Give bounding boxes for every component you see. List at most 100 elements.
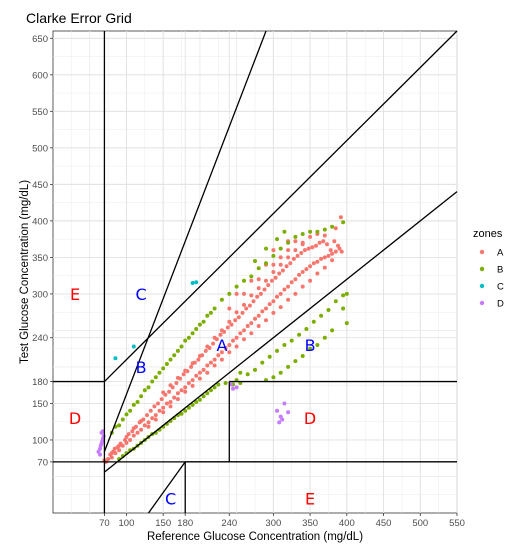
data-point-A <box>269 278 274 283</box>
data-point-A <box>161 410 166 415</box>
data-point-A <box>234 310 239 315</box>
data-point-A <box>286 255 291 260</box>
data-point-A <box>262 287 267 292</box>
zone-label-A: A <box>216 336 227 355</box>
data-point-A <box>219 357 224 362</box>
data-point-A <box>330 251 335 256</box>
data-point-A <box>300 240 305 245</box>
data-point-A <box>159 397 164 402</box>
data-point-A <box>205 344 210 349</box>
data-point-A <box>297 272 302 277</box>
data-point-A <box>223 346 228 350</box>
legend-label-B: B <box>497 265 503 276</box>
data-point-A <box>157 408 162 413</box>
data-point-A <box>234 344 239 349</box>
data-point-B <box>208 310 213 315</box>
data-point-A <box>293 239 298 244</box>
data-point-A <box>124 435 129 439</box>
data-point-A <box>117 448 122 453</box>
data-point-A <box>234 335 239 340</box>
data-point-B <box>278 370 283 375</box>
data-point-B <box>278 246 283 251</box>
data-point-B <box>344 321 349 326</box>
data-point-B <box>322 335 327 340</box>
data-point-B <box>267 354 272 359</box>
data-point-A <box>233 318 238 323</box>
data-point-B <box>253 367 257 372</box>
data-point-A <box>319 256 324 261</box>
data-point-A <box>205 370 210 375</box>
data-point-A <box>260 309 265 314</box>
data-point-A <box>240 310 245 315</box>
data-point-B <box>208 388 213 393</box>
y-tick-label: 150 <box>32 399 48 410</box>
data-point-A <box>146 424 151 429</box>
data-point-A <box>278 305 283 310</box>
zone-label-D: D <box>69 409 81 428</box>
data-point-C <box>113 356 118 361</box>
data-point-A <box>172 395 177 400</box>
data-point-A <box>174 381 179 385</box>
data-point-A <box>197 376 202 381</box>
data-point-B <box>308 346 313 351</box>
data-point-B <box>153 375 158 380</box>
data-point-A <box>142 423 147 428</box>
data-point-A <box>289 280 294 285</box>
data-point-A <box>286 284 291 289</box>
data-point-B <box>282 229 287 234</box>
data-point-A <box>212 357 217 362</box>
data-point-A <box>186 381 191 385</box>
data-point-B <box>201 319 206 324</box>
data-point-A <box>253 316 257 321</box>
data-point-A <box>183 385 188 390</box>
data-point-A <box>216 353 221 358</box>
y-tick-label: 450 <box>32 180 48 191</box>
data-point-A <box>117 443 122 448</box>
data-point-A <box>109 455 114 460</box>
data-point-A <box>333 249 338 254</box>
zone-boundary-line <box>147 461 186 514</box>
data-point-B <box>308 229 313 234</box>
x-tick-label: 100 <box>119 518 135 529</box>
data-point-A <box>109 451 114 456</box>
data-point-A <box>164 401 169 406</box>
data-point-A <box>271 270 276 274</box>
data-point-A <box>278 262 283 267</box>
data-point-B <box>146 385 151 390</box>
data-point-A <box>249 278 254 283</box>
y-tick-label: 100 <box>32 435 48 446</box>
zone-label-C: C <box>165 489 176 508</box>
data-point-A <box>255 294 260 299</box>
data-point-B <box>322 227 327 232</box>
data-point-A <box>120 443 125 448</box>
data-point-A <box>168 400 173 404</box>
data-point-B <box>271 375 276 380</box>
data-point-B <box>341 306 346 311</box>
data-point-A <box>330 258 335 263</box>
data-point-B <box>212 306 217 311</box>
data-point-B <box>190 331 195 336</box>
y-axis-title: Test Glucose Concentration (mg/dL) <box>19 180 31 364</box>
data-point-A <box>229 322 234 327</box>
data-point-A <box>244 306 249 311</box>
data-point-B <box>190 402 195 407</box>
data-point-A <box>300 284 305 289</box>
data-point-C <box>194 280 199 285</box>
data-point-A <box>146 420 151 425</box>
zone-label-B: B <box>305 336 316 355</box>
zone-label-C: C <box>136 285 147 304</box>
zone-label-E: E <box>305 489 315 508</box>
data-point-A <box>308 234 313 239</box>
data-point-A <box>238 331 243 336</box>
x-tick-label: 240 <box>221 518 237 529</box>
zone-label-B: B <box>136 358 147 377</box>
data-point-A <box>242 291 246 296</box>
zone-label-D: D <box>304 409 316 428</box>
data-point-A <box>315 271 320 276</box>
data-point-A <box>234 291 239 296</box>
data-point-B <box>120 417 125 422</box>
data-point-A <box>299 251 304 255</box>
data-point-A <box>256 324 261 328</box>
data-point-A <box>175 391 180 396</box>
